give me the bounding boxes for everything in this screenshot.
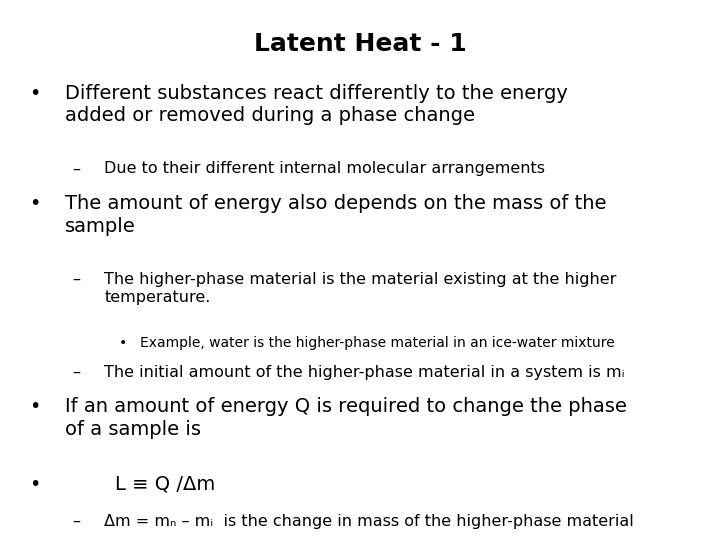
Text: •: • bbox=[29, 84, 40, 103]
Text: –: – bbox=[72, 364, 80, 380]
Text: Δm = mₙ – mᵢ  is the change in mass of the higher-phase material: Δm = mₙ – mᵢ is the change in mass of th… bbox=[104, 514, 634, 529]
Text: •: • bbox=[29, 194, 40, 213]
Text: Latent Heat - 1: Latent Heat - 1 bbox=[253, 32, 467, 56]
Text: The initial amount of the higher-phase material in a system is mᵢ: The initial amount of the higher-phase m… bbox=[104, 364, 625, 380]
Text: Due to their different internal molecular arrangements: Due to their different internal molecula… bbox=[104, 161, 546, 177]
Text: L ≡ Q /Δm: L ≡ Q /Δm bbox=[65, 475, 215, 494]
Text: Example, water is the higher-phase material in an ice-water mixture: Example, water is the higher-phase mater… bbox=[140, 336, 615, 350]
Text: If an amount of energy Q is required to change the phase
of a sample is: If an amount of energy Q is required to … bbox=[65, 397, 626, 438]
Text: •: • bbox=[29, 475, 40, 494]
Text: •: • bbox=[29, 397, 40, 416]
Text: •: • bbox=[119, 336, 127, 350]
Text: The higher-phase material is the material existing at the higher
temperature.: The higher-phase material is the materia… bbox=[104, 272, 617, 305]
Text: Different substances react differently to the energy
added or removed during a p: Different substances react differently t… bbox=[65, 84, 567, 125]
Text: –: – bbox=[72, 272, 80, 287]
Text: –: – bbox=[72, 514, 80, 529]
Text: The amount of energy also depends on the mass of the
sample: The amount of energy also depends on the… bbox=[65, 194, 606, 235]
Text: –: – bbox=[72, 161, 80, 177]
